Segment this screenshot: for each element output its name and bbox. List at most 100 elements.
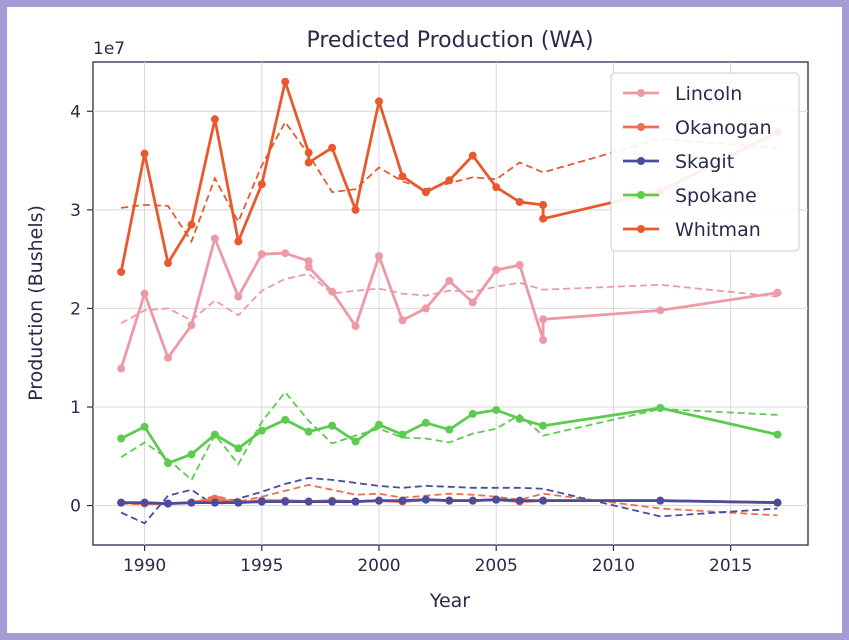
data-point-spokane (421, 418, 430, 427)
data-point-skagit (539, 496, 548, 505)
legend-marker-lincoln (637, 89, 645, 97)
data-point-whitman (210, 115, 219, 124)
data-point-skagit (164, 499, 173, 508)
grid-lines (93, 62, 808, 545)
data-point-whitman (117, 267, 126, 276)
predicted-line-lincoln (120, 272, 778, 324)
data-point-skagit (492, 495, 501, 504)
data-point-spokane (375, 420, 383, 429)
data-point-lincoln (421, 304, 430, 313)
data-point-lincoln (304, 263, 313, 272)
data-point-spokane (234, 444, 243, 453)
legend-marker-okanogan (637, 123, 645, 131)
data-point-skagit (375, 496, 383, 505)
data-point-spokane (539, 421, 548, 430)
data-point-skagit (421, 495, 430, 504)
data-point-spokane (656, 403, 665, 412)
data-point-skagit (328, 497, 337, 506)
data-point-lincoln (117, 364, 126, 373)
data-point-lincoln (328, 287, 337, 296)
legend: Lincoln Okanogan Skagit Spokane Whitman (610, 72, 800, 252)
data-point-lincoln (398, 316, 407, 325)
data-point-spokane (210, 430, 219, 439)
data-point-skagit (187, 498, 196, 507)
data-point-lincoln (281, 249, 290, 258)
data-point-skagit (515, 496, 524, 505)
data-point-whitman (539, 214, 548, 223)
legend-box (610, 72, 800, 252)
data-point-lincoln (234, 292, 243, 301)
data-point-skagit (117, 498, 126, 507)
data-point-spokane (445, 425, 454, 434)
legend-label-lincoln: Lincoln (675, 83, 742, 105)
predicted-line-whitman (120, 120, 778, 244)
x-tick-label: 2015 (709, 556, 752, 576)
data-point-lincoln (515, 261, 524, 270)
data-point-lincoln (210, 234, 219, 243)
x-tick-label: 2005 (475, 556, 518, 576)
legend-label-spokane: Spokane (675, 185, 757, 207)
y-axis-label: Production (Bushels) (25, 205, 47, 401)
data-point-skagit (398, 496, 407, 505)
predicted-line-skagit (120, 477, 778, 525)
data-point-lincoln (773, 288, 782, 297)
data-point-whitman (515, 197, 524, 206)
legend-label-whitman: Whitman (675, 219, 761, 241)
data-point-lincoln (539, 335, 548, 344)
data-point-spokane (773, 430, 782, 439)
data-point-whitman (304, 158, 313, 167)
data-point-skagit (210, 498, 219, 507)
legend-marker-whitman (637, 225, 645, 233)
data-point-lincoln (257, 250, 266, 259)
x-tick-label: 1995 (240, 556, 283, 576)
data-point-lincoln (445, 276, 454, 285)
data-point-skagit (304, 497, 313, 506)
data-point-whitman (351, 205, 360, 214)
chart-title: Predicted Production (WA) (306, 28, 593, 53)
data-point-spokane (281, 415, 290, 424)
data-point-lincoln (375, 252, 383, 261)
legend-label-skagit: Skagit (675, 151, 734, 173)
data-point-whitman (234, 237, 243, 246)
data-point-lincoln (304, 257, 313, 266)
predicted-line-spokane (120, 390, 778, 482)
data-point-spokane (140, 422, 149, 431)
figure: 1990 1995 2000 2005 2010 2015 0 1 2 3 4 Predicted … (7, 7, 842, 633)
axes: 1990 1995 2000 2005 2010 2015 0 1 2 3 4 (70, 102, 752, 576)
data-point-whitman (257, 180, 266, 189)
data-point-skagit (140, 498, 149, 507)
data-point-spokane (257, 426, 266, 435)
data-point-lincoln (492, 265, 501, 274)
data-point-lincoln (164, 353, 173, 362)
y-tick-label: 2 (70, 299, 81, 319)
data-point-lincoln (187, 321, 196, 330)
data-point-whitman (164, 259, 173, 268)
data-point-skagit (656, 496, 665, 505)
x-tick-label: 1990 (123, 556, 166, 576)
chart-canvas: 1990 1995 2000 2005 2010 2015 0 1 2 3 4 Predicted … (25, 28, 809, 612)
data-point-spokane (351, 437, 360, 446)
legend-marker-spokane (637, 191, 645, 199)
legend-marker-skagit (637, 157, 645, 165)
data-point-whitman (304, 148, 313, 157)
data-point-whitman (140, 149, 149, 158)
data-point-spokane (398, 430, 407, 439)
y-tick-label: 3 (70, 201, 81, 221)
data-point-whitman (328, 143, 337, 152)
data-point-whitman (445, 176, 454, 185)
data-point-spokane (515, 414, 524, 423)
data-point-spokane (117, 434, 126, 443)
data-point-lincoln (351, 322, 360, 331)
y-offset-label: 1e7 (93, 39, 125, 59)
data-point-skagit (351, 497, 360, 506)
data-point-lincoln (656, 306, 665, 315)
data-point-whitman (539, 200, 548, 209)
data-point-skagit (773, 498, 782, 507)
data-point-whitman (398, 172, 407, 181)
data-point-whitman (187, 220, 196, 229)
data-point-spokane (492, 405, 501, 414)
x-tick-label: 2000 (357, 556, 400, 576)
data-point-lincoln (468, 298, 477, 307)
data-point-whitman (468, 151, 477, 160)
data-point-skagit (468, 496, 477, 505)
